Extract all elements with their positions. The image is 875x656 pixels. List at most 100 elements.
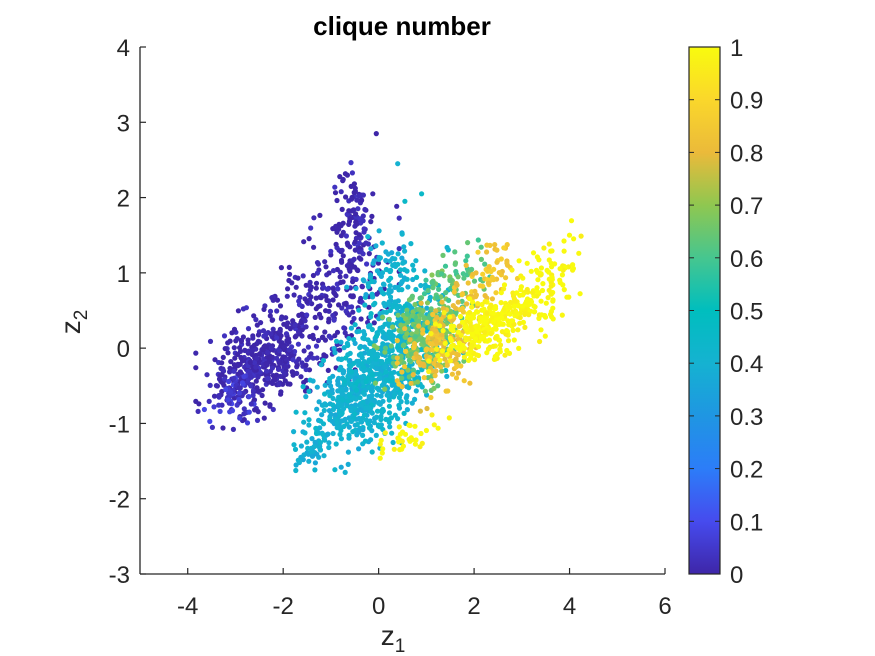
data-point: [335, 381, 341, 387]
data-point: [418, 361, 424, 367]
data-point: [323, 264, 329, 270]
data-point: [260, 346, 266, 353]
data-point: [305, 445, 311, 451]
data-point: [475, 352, 482, 359]
data-point: [232, 355, 238, 361]
data-point: [301, 452, 307, 458]
data-point: [484, 249, 490, 255]
data-point: [439, 332, 445, 338]
data-point: [339, 206, 345, 212]
data-point: [234, 336, 240, 342]
data-point: [482, 299, 488, 305]
data-point: [309, 436, 315, 442]
data-point: [359, 361, 365, 367]
data-point: [368, 219, 374, 225]
data-point: [345, 398, 351, 404]
data-point: [387, 307, 393, 314]
data-point: [317, 212, 323, 218]
data-point: [446, 297, 452, 303]
data-point: [461, 275, 467, 281]
data-point: [209, 424, 215, 430]
x-tick-label: 4: [563, 593, 576, 620]
data-point: [308, 294, 314, 300]
data-point: [298, 374, 304, 380]
data-point: [350, 429, 356, 435]
x-tick-label: 6: [658, 593, 671, 620]
data-point: [206, 398, 212, 404]
data-point: [367, 272, 373, 278]
colorbar-tick-label: 0.5: [730, 299, 763, 326]
data-point: [278, 333, 284, 339]
data-point: [466, 357, 472, 363]
data-point: [571, 236, 577, 242]
colorbar-gradient: [688, 46, 721, 575]
data-point: [384, 392, 390, 398]
data-point: [351, 189, 357, 196]
data-point: [371, 302, 377, 308]
data-point: [320, 357, 327, 364]
data-point: [207, 382, 213, 388]
data-point: [388, 343, 394, 349]
data-point: [352, 322, 358, 328]
data-point: [457, 313, 463, 320]
data-point: [407, 337, 413, 343]
data-point: [511, 303, 517, 309]
data-point: [404, 331, 410, 337]
data-point: [501, 286, 507, 292]
data-point: [307, 283, 313, 289]
data-point: [429, 412, 435, 418]
data-point: [409, 293, 415, 299]
data-point: [383, 416, 389, 422]
data-point: [290, 372, 296, 378]
data-point: [365, 337, 371, 343]
data-point: [331, 346, 337, 352]
data-point: [423, 277, 429, 283]
colorbar: 0 0.1 0.2 0.3 0.4 0.5 0.6 0.7 0.8 0.9 1: [688, 35, 763, 589]
data-point: [436, 286, 442, 292]
data-point: [220, 367, 226, 373]
data-point: [530, 250, 537, 256]
data-point: [392, 392, 398, 398]
data-point: [504, 260, 510, 266]
data-point: [321, 407, 327, 414]
data-point: [392, 412, 398, 418]
data-point: [250, 392, 256, 398]
data-point: [333, 338, 340, 344]
data-point: [267, 403, 273, 409]
data-point: [439, 368, 445, 374]
data-point: [498, 300, 504, 306]
data-point: [443, 388, 449, 394]
data-point: [307, 334, 313, 340]
data-point: [399, 255, 405, 261]
data-point: [470, 299, 476, 305]
data-point: [446, 347, 452, 353]
data-point: [361, 278, 367, 284]
data-point: [335, 286, 341, 292]
data-point: [389, 332, 395, 339]
data-point: [470, 315, 477, 321]
data-point: [276, 360, 282, 366]
data-point: [382, 349, 388, 355]
x-tick-label: 2: [467, 593, 480, 620]
data-point: [426, 314, 432, 320]
colorbar-tick-label: 1: [730, 35, 743, 62]
data-point: [346, 335, 352, 342]
data-point: [261, 306, 267, 312]
data-point: [408, 380, 414, 386]
colorbar-tick-label: 0.1: [730, 509, 763, 536]
data-point: [310, 272, 316, 279]
data-point: [471, 278, 478, 284]
data-point: [538, 265, 545, 271]
data-point: [489, 296, 495, 302]
data-point: [560, 282, 566, 288]
data-point: [251, 360, 258, 366]
data-point: [394, 338, 400, 344]
data-point: [211, 393, 218, 399]
data-point: [414, 274, 420, 280]
data-point: [474, 329, 480, 335]
data-point: [373, 365, 379, 372]
data-point: [238, 337, 244, 343]
data-point: [453, 375, 460, 381]
data-point: [238, 355, 244, 361]
data-point: [341, 368, 347, 374]
